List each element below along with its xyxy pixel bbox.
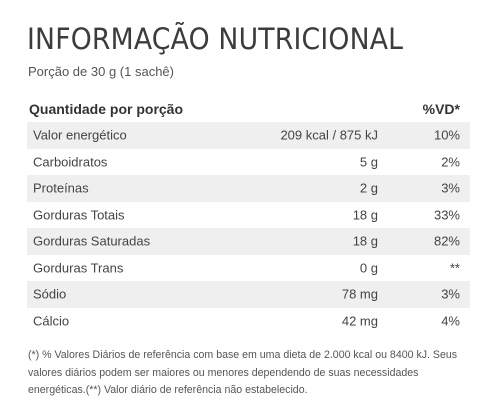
table-row: Gorduras Saturadas 18 g 82% bbox=[27, 228, 470, 255]
nutrient-amount: 18 g bbox=[352, 233, 378, 249]
serving-size: Porção de 30 g (1 sachê) bbox=[28, 64, 174, 79]
nutrient-amount: 2 g bbox=[359, 180, 378, 196]
nutrient-amount: 0 g bbox=[359, 260, 378, 276]
vd-header: %VD* bbox=[422, 100, 460, 117]
footnote: (*) % Valores Diários de referência com … bbox=[28, 349, 458, 396]
nutrient-name: Gorduras Trans bbox=[33, 260, 124, 276]
table-header: Quantidade por porção %VD* bbox=[27, 95, 470, 122]
table-row: Gorduras Totais 18 g 33% bbox=[27, 202, 470, 229]
table-row: Cálcio 42 mg 4% bbox=[27, 308, 470, 335]
nutrient-amount: 42 mg bbox=[341, 313, 378, 329]
nutrient-name: Valor energético bbox=[33, 127, 127, 143]
nutrient-vd: 3% bbox=[441, 286, 460, 302]
nutrition-table: Quantidade por porção %VD* Valor energét… bbox=[27, 95, 470, 334]
nutrient-amount: 18 g bbox=[352, 207, 378, 223]
nutrient-vd: 2% bbox=[441, 154, 460, 170]
nutrient-amount: 209 kcal / 875 kJ bbox=[280, 127, 378, 143]
nutrient-vd: 82% bbox=[433, 233, 460, 249]
nutrient-name: Carboidratos bbox=[33, 154, 108, 170]
nutrient-name: Gorduras Totais bbox=[33, 207, 125, 223]
quantity-header: Quantidade por porção bbox=[29, 100, 184, 117]
table-row: Gorduras Trans 0 g ** bbox=[27, 255, 470, 282]
table-row: Carboidratos 5 g 2% bbox=[27, 149, 470, 176]
table-row: Valor energético 209 kcal / 875 kJ 10% bbox=[27, 122, 470, 149]
table-row: Sódio 78 mg 3% bbox=[27, 281, 470, 308]
nutrient-amount: 5 g bbox=[359, 154, 378, 170]
nutrient-name: Gorduras Saturadas bbox=[33, 233, 151, 249]
table-row: Proteínas 2 g 3% bbox=[27, 175, 470, 202]
nutrient-vd: 3% bbox=[441, 180, 460, 196]
page-title: INFORMAÇÃO NUTRICIONAL bbox=[27, 22, 404, 56]
nutrient-name: Proteínas bbox=[33, 180, 89, 196]
nutrient-amount: 78 mg bbox=[341, 286, 378, 302]
nutrient-vd: 10% bbox=[433, 127, 460, 143]
nutrient-vd: 33% bbox=[433, 207, 460, 223]
nutrient-name: Cálcio bbox=[33, 313, 70, 329]
nutrient-name: Sódio bbox=[33, 286, 67, 302]
nutrient-vd: ** bbox=[449, 260, 460, 276]
nutrient-vd: 4% bbox=[441, 313, 460, 329]
